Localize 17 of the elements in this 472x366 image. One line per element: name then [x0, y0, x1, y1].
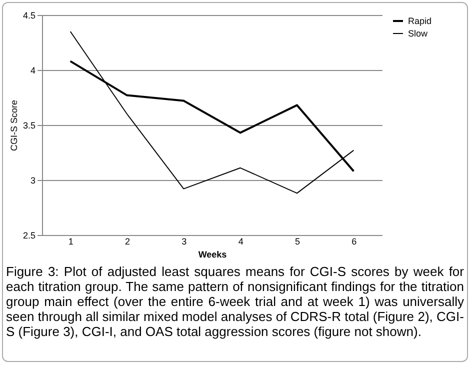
- x-tick-label: 1: [68, 236, 74, 246]
- x-tick-label: 6: [352, 236, 357, 246]
- y-tick-label: 3: [30, 176, 36, 186]
- legend-label: Slow: [408, 28, 428, 38]
- legend-label: Rapid: [408, 16, 432, 26]
- line-series: [70, 31, 354, 194]
- y-axis-title: CGI-S Score: [8, 100, 19, 152]
- x-tick-label: 2: [124, 236, 130, 246]
- y-tick-label: 3.5: [22, 120, 36, 130]
- x-tick-label: 4: [238, 236, 244, 246]
- caption: Figure 3: Plot of adjusted least squares means for CGI-S scores by week for each titration group. The same pattern of nonsignificant findings for the titration group main effect (over the entire 6-week trial and at week 1) was universally seen through all similar mixed model analyses of CDRS-R total (Figure 2), CGI-S (Figure 3), CGI-I, and OAS total aggression scores (figure not shown).: [6, 264, 464, 339]
- y-tick-label: 4: [30, 66, 36, 76]
- x-tick-label: 5: [294, 236, 300, 246]
- y-tick-label: 4.5: [22, 10, 36, 20]
- y-tick-label: 2.5: [22, 230, 36, 240]
- x-tick-label: 3: [182, 236, 187, 246]
- x-axis-title: Weeks: [198, 250, 227, 260]
